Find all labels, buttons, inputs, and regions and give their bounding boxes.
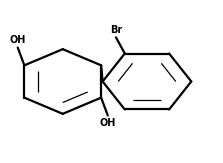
Text: Br: Br <box>110 25 122 35</box>
Text: OH: OH <box>100 118 116 128</box>
Text: OH: OH <box>10 35 26 45</box>
